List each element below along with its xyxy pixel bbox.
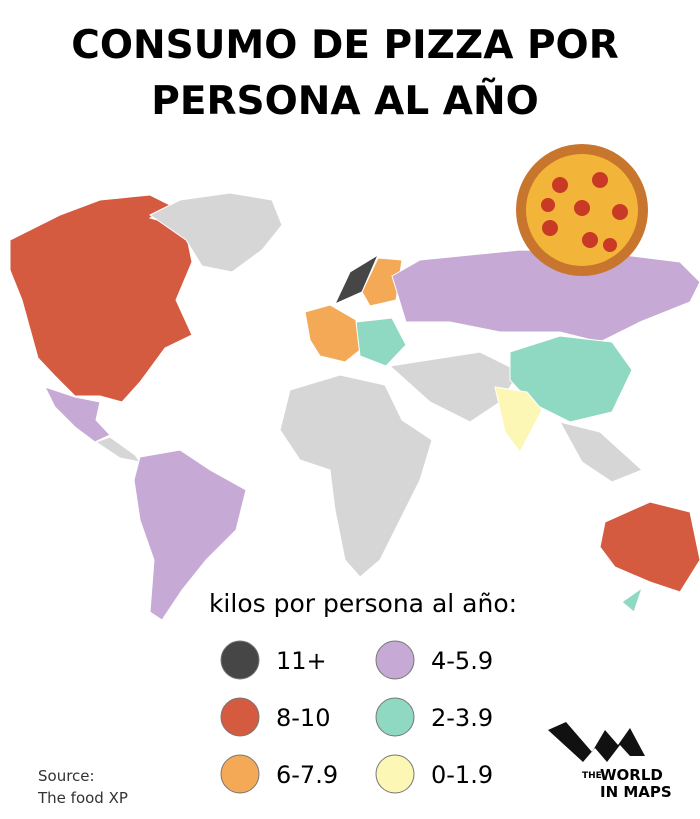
legend-label: 8-10 bbox=[276, 704, 330, 732]
legend-swatch bbox=[220, 640, 260, 680]
legend-label: 6-7.9 bbox=[276, 761, 338, 789]
world-map bbox=[9, 192, 700, 621]
source-label: Source: bbox=[38, 767, 95, 785]
legend-label: 4-5.9 bbox=[431, 647, 493, 675]
legend-swatch bbox=[375, 697, 415, 737]
legend-swatch bbox=[220, 754, 260, 794]
logo-text: IN MAPS bbox=[600, 783, 672, 801]
logo-text: WORLD bbox=[600, 766, 663, 784]
legend-swatch bbox=[375, 640, 415, 680]
south-america bbox=[133, 449, 247, 621]
pepperoni bbox=[541, 172, 628, 252]
logo-mark bbox=[548, 722, 645, 762]
legend: 11+ 8-10 6-7.9 4-5.9 2-3.9 0-1.9 bbox=[220, 640, 493, 794]
title-line: PERSONA AL AÑO bbox=[151, 77, 539, 124]
africa bbox=[279, 374, 433, 578]
legend-title: kilos por persona al año: bbox=[209, 589, 517, 618]
mexico bbox=[44, 386, 111, 443]
legend-label: 0-1.9 bbox=[431, 761, 493, 789]
legend-label: 2-3.9 bbox=[431, 704, 493, 732]
central-america bbox=[94, 436, 142, 463]
southeast-asia bbox=[559, 421, 643, 483]
eastern-europe bbox=[355, 317, 407, 367]
logo-text: THE bbox=[582, 771, 602, 781]
new-zealand bbox=[621, 586, 643, 613]
north-america bbox=[9, 194, 193, 403]
pizza-illustration bbox=[516, 144, 648, 276]
title-line: CONSUMO DE PIZZA POR bbox=[71, 23, 619, 68]
legend-label: 11+ bbox=[276, 647, 327, 675]
norway bbox=[333, 253, 380, 306]
western-europe bbox=[304, 304, 361, 363]
china bbox=[509, 335, 633, 423]
greenland bbox=[149, 192, 283, 273]
india bbox=[494, 386, 543, 453]
legend-swatch bbox=[375, 754, 415, 794]
logo: THE WORLD IN MAPS bbox=[548, 722, 672, 801]
legend-swatch bbox=[220, 697, 260, 737]
australia bbox=[599, 501, 700, 593]
source-text: The food XP bbox=[37, 789, 128, 807]
